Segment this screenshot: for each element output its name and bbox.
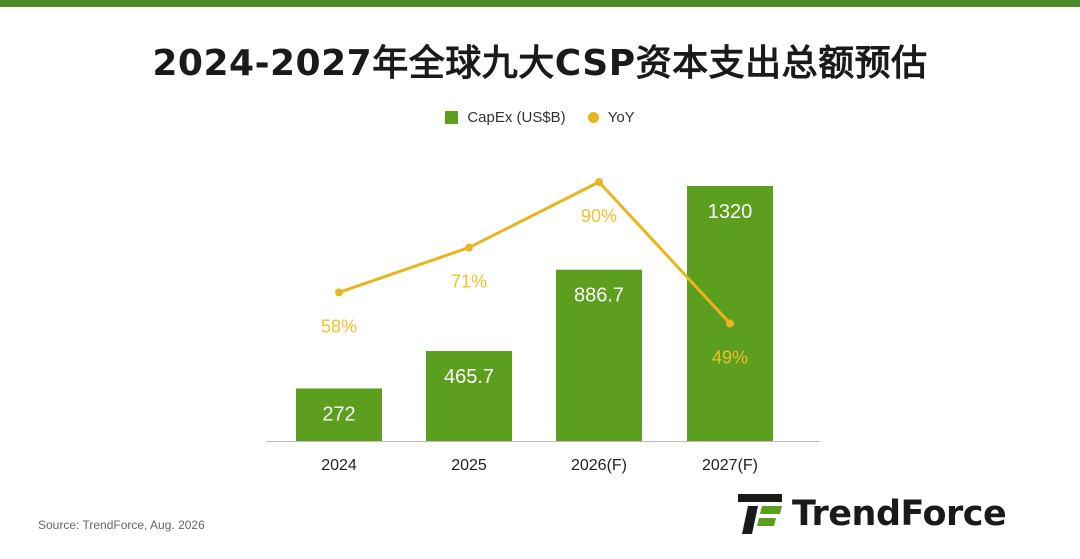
capex-bar-label: 465.7 xyxy=(444,366,494,388)
legend-marker-yoy xyxy=(587,112,599,123)
source-note: Source: TrendForce, Aug. 2026 xyxy=(38,518,205,532)
yoy-point xyxy=(595,178,603,186)
legend-label-capex: CapEx (US$B) xyxy=(467,109,566,126)
x-tick-label: 2024 xyxy=(321,457,357,474)
brand-name: TrendForce xyxy=(792,494,1007,534)
yoy-point xyxy=(726,319,734,328)
yoy-label: 49% xyxy=(712,347,748,367)
legend-item-capex: CapEx (US$B) xyxy=(445,109,566,126)
yoy-point xyxy=(335,288,343,297)
capex-bar-label: 1320 xyxy=(708,201,753,223)
top-accent-bar xyxy=(0,0,1080,7)
brand: TrendForce xyxy=(736,492,1007,536)
yoy-point xyxy=(465,243,473,252)
capex-bar xyxy=(556,269,642,441)
yoy-label: 71% xyxy=(451,272,487,292)
capex-bar-label: 886.7 xyxy=(574,285,624,307)
capex-bar xyxy=(687,186,773,441)
x-tick-label: 2026(F) xyxy=(571,457,627,474)
legend-label-yoy: YoY xyxy=(607,109,635,126)
x-tick-label: 2025 xyxy=(451,457,487,474)
yoy-label: 90% xyxy=(581,206,617,226)
chart-title: 2024-2027年全球九大CSP资本支出总额预估 xyxy=(152,43,928,84)
capex-bar xyxy=(296,388,382,441)
trendforce-logo-icon xyxy=(738,494,782,534)
capex-bar xyxy=(426,351,512,441)
chart-legend: CapEx (US$B) YoY xyxy=(0,109,1080,126)
capex-bar-label: 272 xyxy=(322,403,355,425)
legend-swatch-capex xyxy=(445,111,459,124)
yoy-label: 58% xyxy=(321,316,357,336)
x-tick-label: 2027(F) xyxy=(702,457,758,474)
legend-item-yoy: YoY xyxy=(587,109,635,126)
yoy-line xyxy=(338,180,732,325)
